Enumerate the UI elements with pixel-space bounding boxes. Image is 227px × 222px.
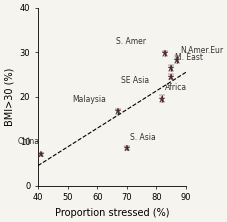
Text: S. Amer: S. Amer [116,37,146,46]
Text: SE Asia: SE Asia [121,76,149,85]
Text: Malaysia: Malaysia [72,95,106,104]
X-axis label: Proportion stressed (%): Proportion stressed (%) [55,208,169,218]
Text: M. East: M. East [175,54,203,62]
Text: N.Amer.Eur: N.Amer.Eur [181,46,224,55]
Text: Africa: Africa [165,83,188,92]
Y-axis label: BMI>30 (%): BMI>30 (%) [4,67,14,126]
Text: China: China [17,137,39,146]
Text: S. Asia: S. Asia [130,133,155,142]
